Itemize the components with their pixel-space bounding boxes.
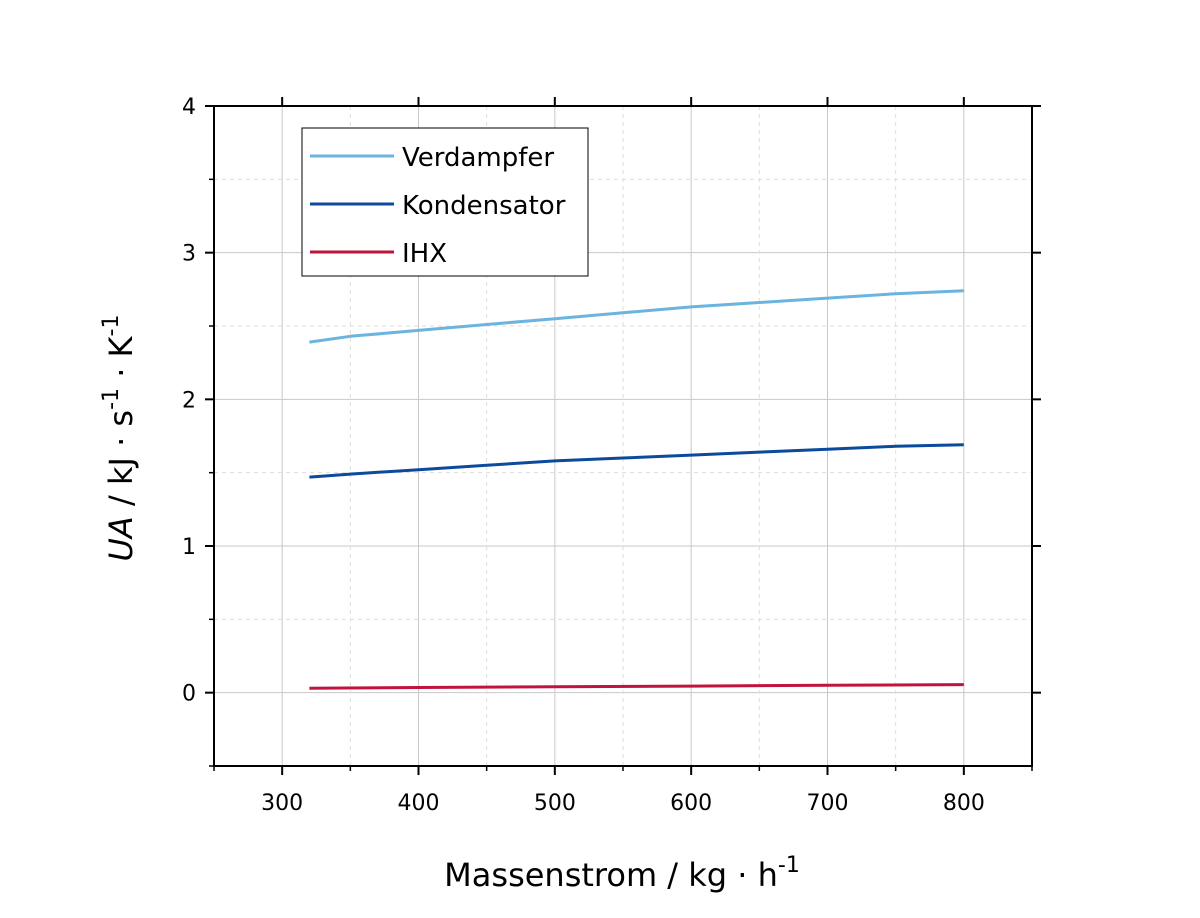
series-line-kondensator <box>309 443 964 479</box>
legend-label-kondensator: Kondensator <box>402 191 566 221</box>
x-tick-label: 800 <box>943 791 985 816</box>
y-tick-label: 2 <box>182 388 196 413</box>
x-tick-label: 300 <box>261 791 303 816</box>
x-tick-label: 400 <box>398 791 440 816</box>
y-axis-title-var: UA <box>102 516 140 561</box>
y-tick-label: 4 <box>182 95 196 120</box>
x-axis-title-sup: -1 <box>778 853 800 878</box>
series-layer <box>309 289 964 690</box>
legend-label-verdampfer: Verdampfer <box>402 143 554 173</box>
y-axis-title: UA / kJ · s-1 · K-1 <box>99 315 140 562</box>
x-tick-label: 700 <box>807 791 849 816</box>
y-tick-label: 1 <box>182 535 196 560</box>
y-axis-title-sep: / kJ · s <box>102 410 140 516</box>
series-line-ihx <box>309 683 964 690</box>
x-axis-title-main: Massenstrom / kg · h <box>444 856 778 894</box>
y-axis-title-sup2: -1 <box>99 315 124 337</box>
legend-label-ihx: IHX <box>402 239 447 269</box>
x-axis-title: Massenstrom / kg · h-1 <box>444 853 800 894</box>
axis-ticks: 300 400 500 600 700 800 0 1 2 3 4 <box>182 95 1041 816</box>
x-tick-label: 600 <box>670 791 712 816</box>
y-axis-title-sup1: -1 <box>99 388 124 410</box>
y-tick-label: 0 <box>182 682 196 707</box>
x-tick-label: 500 <box>534 791 576 816</box>
series-line-verdampfer <box>309 289 964 344</box>
y-tick-label: 3 <box>182 242 196 267</box>
legend: Verdampfer Kondensator IHX <box>301 127 589 277</box>
y-axis-title-mid: · K <box>102 335 140 388</box>
legend-box <box>301 127 589 277</box>
